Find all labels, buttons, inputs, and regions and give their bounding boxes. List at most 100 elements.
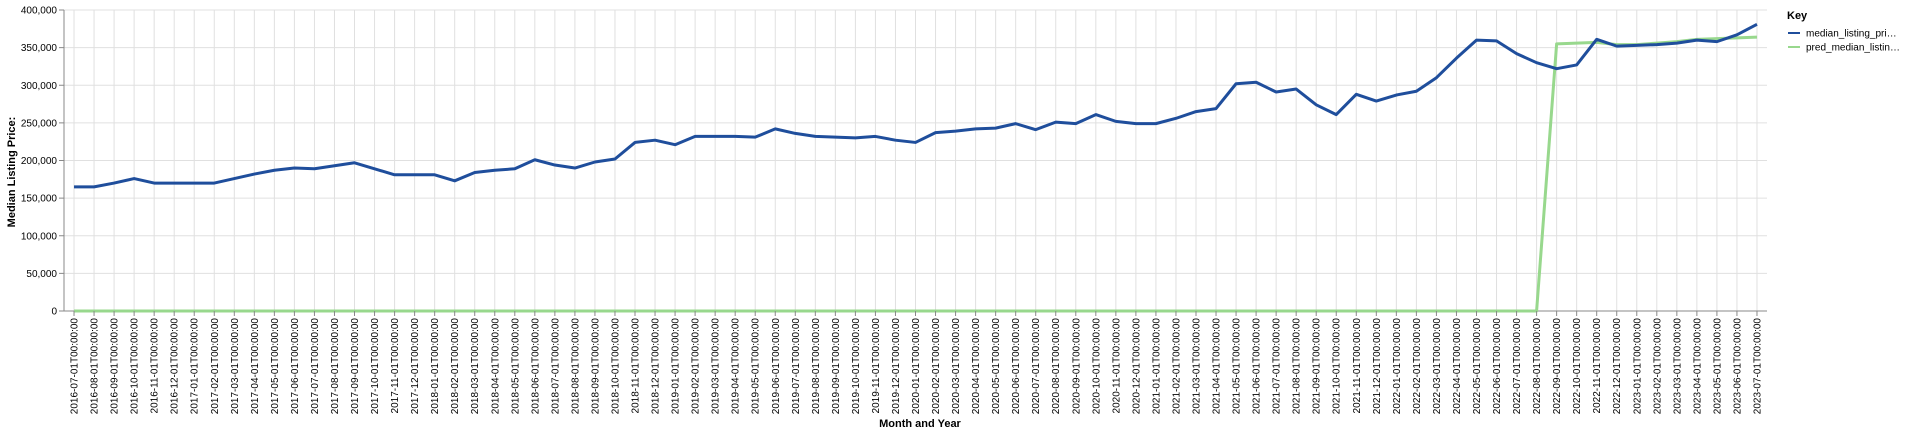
y-tick-label: 400,000 — [21, 6, 58, 17]
x-tick-label: 2020-04-01T00:00:00 — [971, 318, 982, 415]
x-tick-label: 2017-05-01T00:00:00 — [270, 318, 281, 415]
x-tick-label: 2018-02-01T00:00:00 — [450, 318, 461, 415]
x-tick-label: 2019-05-01T00:00:00 — [751, 318, 762, 415]
x-tick-label: 2018-12-01T00:00:00 — [651, 318, 662, 415]
x-tick-label: 2021-12-01T00:00:00 — [1372, 318, 1383, 415]
x-tick-label: 2016-12-01T00:00:00 — [170, 318, 181, 415]
x-tick-label: 2017-03-01T00:00:00 — [230, 318, 241, 415]
x-tick-label: 2021-10-01T00:00:00 — [1332, 318, 1343, 415]
x-tick-label: 2023-05-01T00:00:00 — [1712, 318, 1723, 415]
x-tick-label: 2021-11-01T00:00:00 — [1352, 318, 1363, 414]
x-tick-label: 2018-11-01T00:00:00 — [631, 318, 642, 414]
x-tick-label: 2023-03-01T00:00:00 — [1672, 318, 1683, 415]
x-tick-label: 2020-01-01T00:00:00 — [911, 318, 922, 415]
y-tick-label: 150,000 — [21, 194, 58, 205]
x-tick-label: 2019-02-01T00:00:00 — [691, 318, 702, 415]
y-tick-label: 250,000 — [21, 118, 58, 129]
legend-title: Key — [1787, 10, 1808, 22]
legend-label: pred_median_listin… — [1806, 43, 1900, 54]
x-tick-label: 2020-05-01T00:00:00 — [991, 318, 1002, 415]
x-tick-label: 2022-03-01T00:00:00 — [1432, 318, 1443, 415]
x-tick-label: 2021-06-01T00:00:00 — [1252, 318, 1263, 415]
x-tick-label: 2021-02-01T00:00:00 — [1171, 318, 1182, 415]
x-tick-label: 2016-11-01T00:00:00 — [150, 318, 161, 414]
x-axis-title: Month and Year — [879, 418, 961, 430]
x-tick-label: 2020-07-01T00:00:00 — [1031, 318, 1042, 415]
x-tick-label: 2017-04-01T00:00:00 — [250, 318, 261, 415]
x-tick-label: 2021-04-01T00:00:00 — [1212, 318, 1223, 415]
x-tick-label: 2018-07-01T00:00:00 — [550, 318, 561, 415]
x-tick-label: 2017-12-01T00:00:00 — [410, 318, 421, 415]
x-tick-label: 2021-05-01T00:00:00 — [1232, 318, 1243, 415]
x-tick-label: 2019-07-01T00:00:00 — [791, 318, 802, 415]
x-tick-label: 2019-11-01T00:00:00 — [871, 318, 882, 414]
x-tick-label: 2017-11-01T00:00:00 — [390, 318, 401, 414]
y-tick-label: 50,000 — [26, 269, 57, 280]
x-tick-label: 2017-02-01T00:00:00 — [210, 318, 221, 415]
series-line-0 — [74, 22, 1758, 189]
x-tick-label: 2018-10-01T00:00:00 — [610, 318, 621, 415]
x-tick-label: 2016-07-01T00:00:00 — [70, 318, 81, 415]
x-tick-label: 2022-02-01T00:00:00 — [1412, 318, 1423, 415]
x-tick-label: 2018-04-01T00:00:00 — [490, 318, 501, 415]
x-tick-label: 2020-06-01T00:00:00 — [1011, 318, 1022, 415]
x-tick-label: 2019-09-01T00:00:00 — [831, 318, 842, 415]
x-tick-label: 2021-07-01T00:00:00 — [1272, 318, 1283, 415]
x-tick-label: 2019-12-01T00:00:00 — [891, 318, 902, 415]
x-tick-label: 2017-10-01T00:00:00 — [370, 318, 381, 415]
x-tick-label: 2023-02-01T00:00:00 — [1652, 318, 1663, 415]
x-tick-label: 2018-03-01T00:00:00 — [470, 318, 481, 415]
x-tick-label: 2019-04-01T00:00:00 — [731, 318, 742, 415]
x-tick-label: 2020-10-01T00:00:00 — [1091, 318, 1102, 415]
x-tick-label: 2017-09-01T00:00:00 — [350, 318, 361, 415]
x-tick-label: 2020-11-01T00:00:00 — [1111, 318, 1122, 414]
x-tick-label: 2019-01-01T00:00:00 — [671, 318, 682, 415]
x-tick-label: 2017-01-01T00:00:00 — [190, 318, 201, 415]
grid-lines — [64, 9, 1767, 312]
x-tick-label: 2021-03-01T00:00:00 — [1191, 318, 1202, 415]
x-tick-label: 2021-01-01T00:00:00 — [1151, 318, 1162, 415]
y-tick-label: 350,000 — [21, 43, 58, 54]
x-tick-label: 2023-07-01T00:00:00 — [1752, 318, 1763, 415]
x-tick-label: 2018-05-01T00:00:00 — [510, 318, 521, 415]
x-tick-label: 2018-01-01T00:00:00 — [430, 318, 441, 415]
x-tick-label: 2019-03-01T00:00:00 — [711, 318, 722, 415]
x-tick-label: 2022-11-01T00:00:00 — [1592, 318, 1603, 414]
x-tick-label: 2022-07-01T00:00:00 — [1512, 318, 1523, 415]
x-tick-label: 2020-03-01T00:00:00 — [951, 318, 962, 415]
x-tick-label: 2016-08-01T00:00:00 — [90, 318, 101, 415]
x-tick-label: 2021-09-01T00:00:00 — [1312, 318, 1323, 415]
x-tick-label: 2023-01-01T00:00:00 — [1632, 318, 1643, 415]
x-tick-label: 2017-08-01T00:00:00 — [330, 318, 341, 415]
y-axis-ticks: 0 50,000 100,000 150,000 200,000 250,000 300,0… — [21, 6, 64, 318]
x-tick-label: 2022-09-01T00:00:00 — [1552, 318, 1563, 415]
x-tick-label: 2021-08-01T00:00:00 — [1292, 318, 1303, 415]
x-tick-label: 2018-09-01T00:00:00 — [590, 318, 601, 415]
legend-items: median_listing_pri… pred_median_listin… — [1788, 29, 1900, 54]
y-tick-label: 200,000 — [21, 156, 58, 167]
legend: Key median_listing_pri… pred_median_listi… — [1787, 10, 1900, 54]
x-tick-label: 2020-09-01T00:00:00 — [1071, 318, 1082, 415]
y-axis-title: Median Listing Price: — [6, 117, 18, 228]
y-tick-label: 0 — [51, 307, 57, 318]
x-tick-label: 2023-06-01T00:00:00 — [1732, 318, 1743, 415]
x-tick-label: 2018-06-01T00:00:00 — [530, 318, 541, 415]
x-tick-label: 2022-12-01T00:00:00 — [1612, 318, 1623, 415]
x-tick-label: 2019-08-01T00:00:00 — [811, 318, 822, 415]
x-tick-label: 2020-08-01T00:00:00 — [1051, 318, 1062, 415]
x-tick-label: 2022-04-01T00:00:00 — [1452, 318, 1463, 415]
x-tick-label: 2020-12-01T00:00:00 — [1131, 318, 1142, 415]
x-tick-label: 2020-02-01T00:00:00 — [931, 318, 942, 415]
x-tick-label: 2018-08-01T00:00:00 — [570, 318, 581, 415]
x-tick-label: 2016-10-01T00:00:00 — [130, 318, 141, 415]
x-tick-label: 2023-04-01T00:00:00 — [1692, 318, 1703, 415]
x-tick-label: 2022-08-01T00:00:00 — [1532, 318, 1543, 415]
legend-label: median_listing_pri… — [1806, 29, 1897, 40]
y-tick-label: 300,000 — [21, 81, 58, 92]
y-tick-label: 100,000 — [21, 231, 58, 242]
x-tick-label: 2022-10-01T00:00:00 — [1572, 318, 1583, 415]
x-tick-label: 2017-07-01T00:00:00 — [310, 318, 321, 415]
x-axis-ticks: 2016-07-01T00:00:00 2016-08-01T00:00:00 20… — [70, 311, 1763, 415]
